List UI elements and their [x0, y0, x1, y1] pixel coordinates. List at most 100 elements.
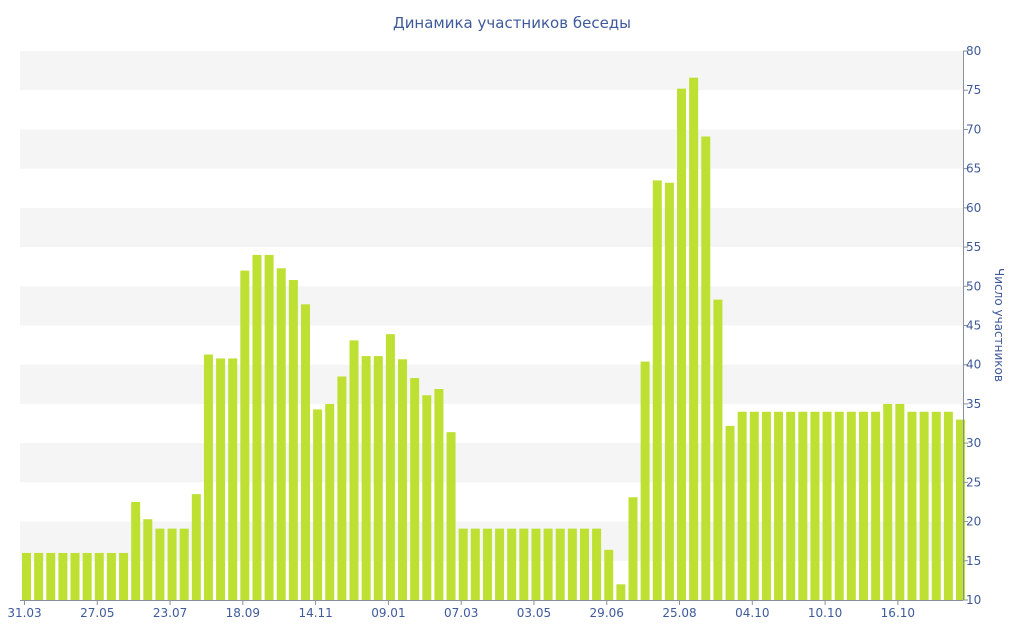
- x-tick-label: 10.10: [808, 606, 842, 620]
- bar: [810, 411, 820, 600]
- x-tick-label: 31.03: [7, 606, 41, 620]
- bar: [567, 528, 577, 600]
- bar: [737, 411, 747, 600]
- bar: [434, 389, 444, 600]
- bar: [398, 359, 408, 600]
- x-tick-label: 16.10: [881, 606, 915, 620]
- bar: [143, 519, 153, 600]
- grid-band: [20, 51, 963, 91]
- bar: [191, 494, 201, 600]
- y-tick-label: 65: [966, 162, 981, 176]
- bar: [240, 270, 250, 600]
- x-tick-label: 25.08: [662, 606, 696, 620]
- bar: [288, 280, 298, 600]
- y-tick-label: 75: [966, 83, 981, 97]
- bar: [179, 528, 189, 600]
- bar: [216, 358, 226, 600]
- bar: [858, 411, 868, 600]
- bar: [410, 378, 420, 600]
- bar: [956, 419, 966, 600]
- bar: [616, 584, 626, 600]
- bar: [313, 409, 323, 600]
- bar: [58, 552, 68, 600]
- bar: [276, 268, 286, 600]
- bar: [895, 403, 905, 600]
- bar: [592, 528, 602, 600]
- bar: [470, 528, 480, 600]
- bar: [798, 411, 808, 600]
- x-ticks: 31.03 27.05 23.07 18.09 14.11 09.01 07.03 03.05…: [7, 600, 915, 620]
- bar: [543, 528, 553, 600]
- x-tick-label: 27.05: [80, 606, 114, 620]
- bar: [167, 528, 177, 600]
- y-tick-label: 30: [966, 436, 981, 450]
- bar: [264, 254, 274, 600]
- bar: [519, 528, 529, 600]
- bar: [482, 528, 492, 600]
- bar: [131, 501, 141, 600]
- y-tick-label: 25: [966, 475, 981, 489]
- bar: [834, 411, 844, 600]
- bar: [155, 528, 165, 600]
- bar: [871, 411, 881, 600]
- bar: [761, 411, 771, 600]
- y-tick-label: 60: [966, 201, 981, 215]
- bar: [555, 528, 565, 600]
- grid-band: [20, 207, 963, 248]
- bar: [689, 77, 699, 601]
- bar: [325, 403, 335, 600]
- x-tick-label: 29.06: [590, 606, 624, 620]
- bar: [94, 552, 104, 600]
- bars: [22, 77, 966, 601]
- bar: [713, 299, 723, 600]
- bar: [774, 411, 784, 600]
- bar: [640, 361, 650, 600]
- bar: [749, 411, 759, 600]
- y-tick-label: 20: [966, 515, 981, 529]
- y-tick-label: 35: [966, 397, 981, 411]
- y-tick-label: 80: [966, 44, 981, 58]
- bar: [46, 552, 56, 600]
- x-tick-label: 23.07: [153, 606, 187, 620]
- bar: [337, 376, 347, 600]
- grid-band: [20, 129, 963, 169]
- bar: [373, 356, 383, 600]
- bar: [883, 403, 893, 600]
- bar: [458, 528, 468, 600]
- y-tick-label: 50: [966, 279, 981, 293]
- bar: [677, 88, 687, 601]
- bar: [701, 136, 711, 601]
- bar: [361, 356, 371, 600]
- bar: [70, 552, 80, 600]
- bar: [119, 552, 129, 600]
- x-tick-label: 04.10: [735, 606, 769, 620]
- bar: [106, 552, 116, 600]
- bar: [22, 552, 31, 600]
- y-tick-label: 10: [966, 593, 981, 607]
- bar: [943, 411, 953, 600]
- bar: [507, 528, 517, 600]
- bar: [919, 411, 929, 600]
- bar: [604, 549, 614, 600]
- bar: [228, 358, 238, 600]
- grid-band: [20, 443, 963, 483]
- y-tick-label: 70: [966, 122, 981, 136]
- grid-bands: [20, 51, 963, 561]
- y-tick-label: 45: [966, 319, 981, 333]
- bar: [822, 411, 832, 600]
- bar: [422, 395, 432, 600]
- bar: [931, 411, 941, 600]
- y-tick-label: 40: [966, 358, 981, 372]
- bar: [664, 182, 674, 600]
- bar: [786, 411, 796, 600]
- grid-band: [20, 286, 963, 326]
- y-tick-label: 15: [966, 554, 981, 568]
- y-tick-label: 55: [966, 240, 981, 254]
- bar: [652, 180, 662, 600]
- bar: [531, 528, 541, 600]
- bar: [34, 552, 44, 600]
- x-tick-label: 09.01: [371, 606, 405, 620]
- x-tick-label: 18.09: [226, 606, 260, 620]
